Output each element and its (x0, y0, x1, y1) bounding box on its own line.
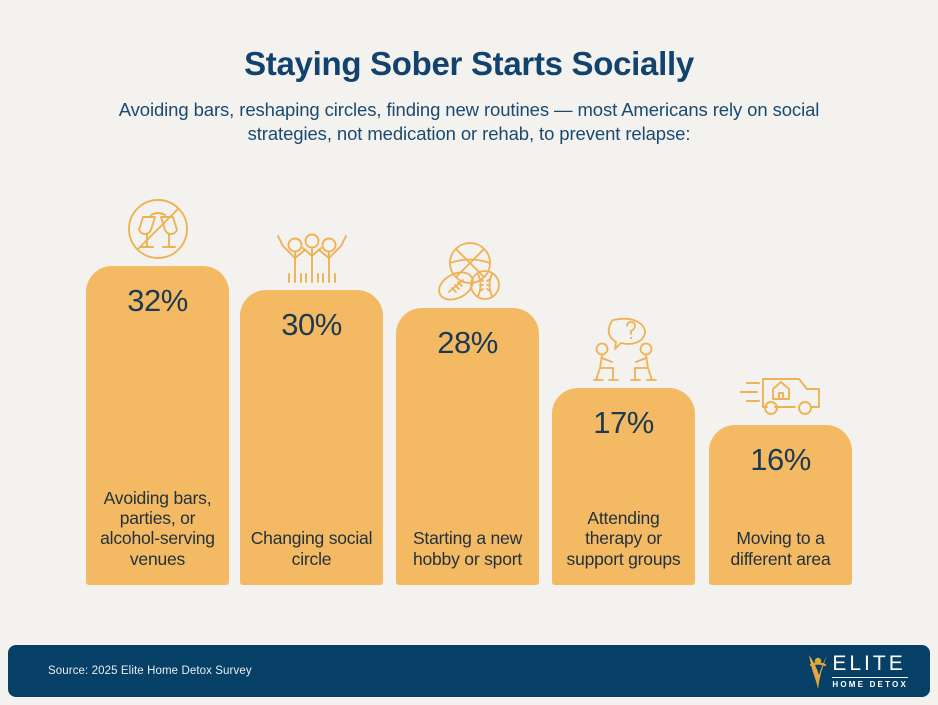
bar-label-4: Attending therapy or support groups (566, 508, 681, 569)
bar-5: 16% Moving to a different area (709, 425, 852, 585)
bar-value-5: 16% (750, 442, 811, 477)
bar-label-3: Starting a new hobby or sport (412, 528, 523, 569)
footer-bar: Source: 2025 Elite Home Detox Survey ELI… (8, 645, 930, 697)
page-title: Staying Sober Starts Socially (244, 45, 694, 82)
brand-logo: ELITE HOME DETOX (807, 651, 908, 691)
bar-group-4: 17% Attending therapy or support groups (552, 317, 695, 585)
logo-main-text: ELITE (832, 652, 906, 675)
no-alcohol-icon (127, 199, 188, 259)
logo-divider (832, 677, 908, 678)
bar-label-1: Avoiding bars, parties, or alcohol-servi… (100, 487, 215, 569)
sports-balls-icon (437, 242, 500, 301)
logo-sub-text: HOME DETOX (832, 680, 908, 689)
bar-chart: 32% Avoiding bars, parties, or alcohol-s… (0, 170, 938, 595)
bar-value-4: 17% (593, 405, 654, 440)
source-label: Source: 2025 Elite Home Detox Survey (48, 665, 252, 677)
icon-slot-3 (396, 236, 539, 308)
bar-label-5: Moving to a different area (730, 528, 831, 569)
icon-slot-5 (709, 357, 852, 425)
bar-group-1: 32% Avoiding bars, parties, or alcohol-s… (86, 199, 229, 585)
elite-person-icon (809, 655, 828, 689)
therapy-session-icon (592, 317, 657, 381)
moving-truck-icon (739, 378, 820, 415)
bar-label-2: Changing social circle (250, 528, 373, 569)
logo-wordmark: ELITE HOME DETOX (832, 653, 908, 689)
bar-group-3: 28% Starting a new hobby or sport (396, 242, 539, 585)
icon-slot-1 (86, 188, 229, 266)
icon-slot-2 (240, 220, 383, 290)
bar-group-2: 30% Changing social circle (240, 233, 383, 585)
page-subtitle: Avoiding bars, reshaping circles, findin… (118, 99, 820, 144)
bar-value-3: 28% (437, 325, 498, 360)
people-group-icon (276, 233, 347, 283)
bar-1: 32% Avoiding bars, parties, or alcohol-s… (86, 266, 229, 585)
icon-slot-4 (552, 308, 695, 388)
bar-group-5: 16% Moving to a different area (709, 378, 852, 585)
bar-4: 17% Attending therapy or support groups (552, 388, 695, 585)
bar-2: 30% Changing social circle (240, 290, 383, 585)
bar-value-2: 30% (281, 307, 342, 342)
bar-3: 28% Starting a new hobby or sport (396, 308, 539, 585)
header: Staying Sober Starts Socially Avoiding b… (0, 45, 938, 146)
bar-value-1: 32% (127, 283, 188, 318)
